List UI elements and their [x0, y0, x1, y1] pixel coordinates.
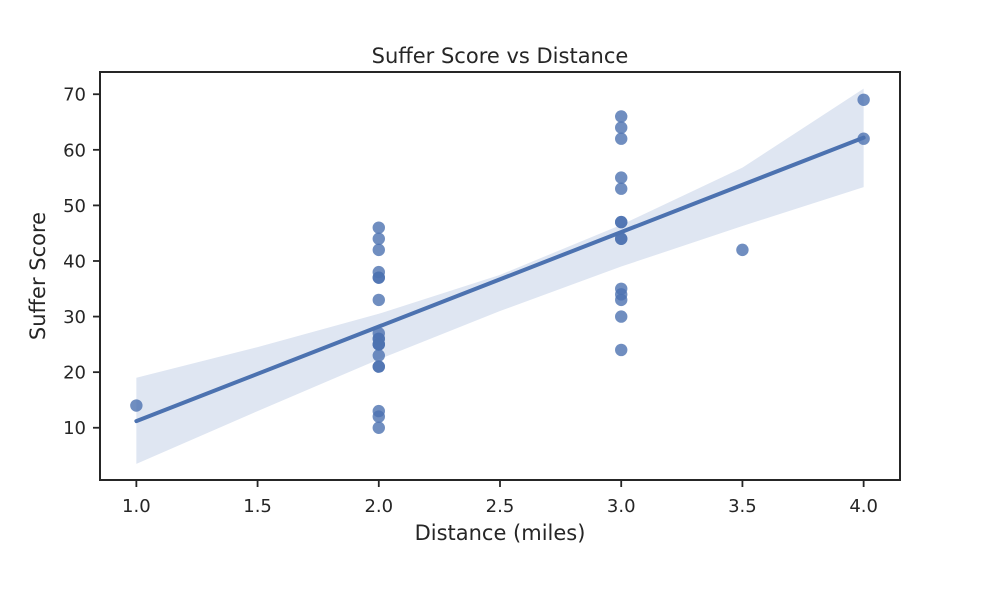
data-point: [615, 182, 628, 195]
y-tick-label: 50: [63, 196, 86, 217]
data-point: [372, 360, 385, 373]
y-axis: 10 20 30 40 50 60 70: [63, 85, 100, 439]
data-point: [372, 232, 385, 245]
y-tick-label: 30: [63, 307, 86, 328]
data-point: [736, 243, 749, 257]
data-point: [615, 343, 628, 357]
data-point: [372, 221, 385, 234]
data-point: [615, 310, 628, 323]
data-point: [615, 110, 628, 123]
data-point: [372, 421, 385, 434]
scatter-points-layer: [130, 93, 870, 434]
y-tick-label: 20: [63, 363, 86, 384]
data-point: [857, 93, 870, 106]
confidence-band-layer: [136, 88, 864, 464]
confidence-band: [136, 88, 864, 464]
y-tick-label: 70: [63, 85, 86, 106]
data-point: [372, 332, 385, 346]
x-tick-label: 2.5: [486, 496, 515, 517]
x-tick-label: 3.5: [728, 496, 757, 517]
regression-line: [134, 135, 866, 424]
y-tick-label: 60: [63, 140, 86, 161]
x-tick-label: 3.0: [607, 496, 636, 517]
data-point: [615, 282, 628, 295]
y-axis-title: Suffer Score: [26, 212, 50, 340]
data-point: [615, 232, 628, 245]
data-point: [372, 265, 385, 279]
y-tick-label: 40: [63, 251, 86, 272]
data-point: [372, 404, 385, 418]
y-tick-label: 10: [63, 418, 86, 439]
x-axis-title: Distance (miles): [415, 521, 586, 545]
x-tick-label: 1.5: [243, 496, 272, 517]
x-axis: 1.0 1.5 2.0 2.5 3.0 3.5 4.0: [122, 480, 878, 517]
data-point: [615, 215, 628, 229]
data-point: [372, 293, 385, 307]
x-tick-label: 2.0: [364, 496, 393, 517]
data-point: [372, 349, 385, 362]
data-point: [857, 132, 870, 145]
x-tick-label: 1.0: [122, 496, 151, 517]
data-point: [130, 399, 143, 412]
chart-title: Suffer Score vs Distance: [372, 44, 629, 68]
data-point: [372, 243, 385, 257]
regression-line-layer: [134, 135, 866, 424]
data-point: [615, 121, 628, 134]
data-point: [615, 171, 628, 184]
data-point: [615, 132, 628, 145]
x-tick-label: 4.0: [849, 496, 878, 517]
